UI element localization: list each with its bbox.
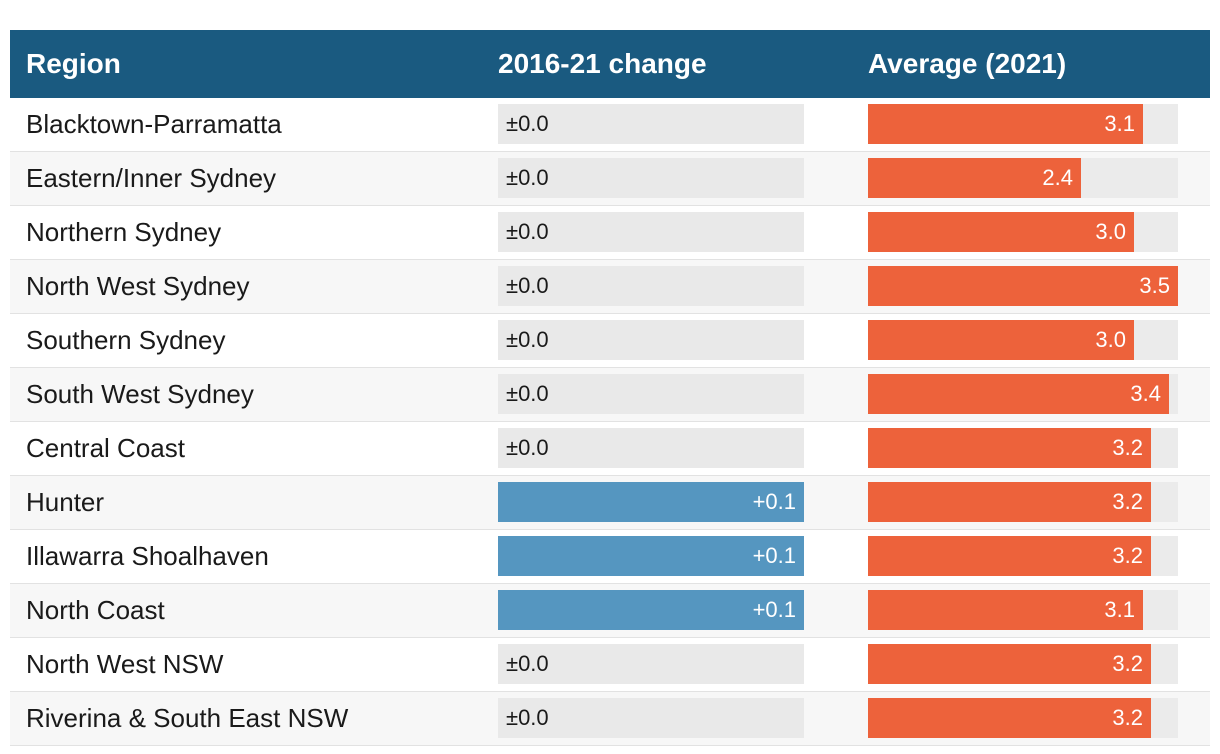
- average-value-label: 3.0: [1095, 219, 1126, 244]
- average-bar: 3.4: [868, 374, 1169, 414]
- change-value-label: ±0.0: [506, 651, 549, 676]
- region-label: Eastern/Inner Sydney: [26, 163, 277, 193]
- region-label: Northern Sydney: [26, 217, 222, 247]
- average-value-label: 3.0: [1095, 327, 1126, 352]
- average-bar-track: 3.2: [868, 698, 1178, 738]
- change-bar-track: ±0.0: [498, 428, 804, 468]
- average-bar: 3.2: [868, 482, 1151, 522]
- change-value-label: ±0.0: [506, 273, 549, 298]
- average-bar-track: 3.2: [868, 644, 1178, 684]
- average-bar: 3.5: [868, 266, 1178, 306]
- average-bar: 2.4: [868, 158, 1081, 198]
- average-bar-track: 3.2: [868, 536, 1178, 576]
- average-value-label: 3.2: [1112, 489, 1143, 514]
- table-row: Northern Sydney ±0.0 3.0: [10, 206, 1210, 260]
- change-value-label: ±0.0: [506, 111, 549, 136]
- change-bar-track: ±0.0: [498, 158, 804, 198]
- average-value-label: 3.2: [1112, 543, 1143, 568]
- region-label: Hunter: [26, 487, 105, 517]
- average-bar-track: 3.2: [868, 428, 1178, 468]
- table-row: Southern Sydney ±0.0 3.0: [10, 314, 1210, 368]
- change-value-label: ±0.0: [506, 327, 549, 352]
- region-label: Blacktown-Parramatta: [26, 109, 282, 139]
- change-bar-track: ±0.0: [498, 320, 804, 360]
- average-bar: 3.1: [868, 590, 1143, 630]
- change-bar: [498, 536, 804, 576]
- change-value-label: ±0.0: [506, 435, 549, 460]
- average-bar: 3.0: [868, 212, 1134, 252]
- change-value-label: ±0.0: [506, 219, 549, 244]
- average-value-label: 3.1: [1104, 111, 1135, 136]
- change-bar-track: ±0.0: [498, 212, 804, 252]
- column-header-average: Average (2021): [868, 48, 1067, 79]
- average-bar-track: 3.0: [868, 212, 1178, 252]
- region-label: North West Sydney: [26, 271, 250, 301]
- average-value-label: 3.4: [1130, 381, 1161, 406]
- table-header: Region 2016-21 change Average (2021): [10, 30, 1210, 98]
- change-value-label: +0.1: [752, 543, 796, 568]
- table-row: Central Coast ±0.0 3.2: [10, 422, 1210, 476]
- average-bar: 3.2: [868, 644, 1151, 684]
- region-label: North West NSW: [26, 649, 224, 679]
- table-row: Illawarra Shoalhaven +0.1 3.2: [10, 530, 1210, 584]
- change-value-label: ±0.0: [506, 165, 549, 190]
- average-bar-track: 3.2: [868, 482, 1178, 522]
- table-row: Hunter +0.1 3.2: [10, 476, 1210, 530]
- change-bar-track: +0.1: [498, 590, 804, 630]
- region-label: Central Coast: [26, 433, 185, 463]
- change-value-label: ±0.0: [506, 705, 549, 730]
- table-row: North West Sydney ±0.0 3.5: [10, 260, 1210, 314]
- average-bar-track: 2.4: [868, 158, 1178, 198]
- table-row: North West NSW ±0.0 3.2: [10, 638, 1210, 692]
- change-bar-track: ±0.0: [498, 644, 804, 684]
- table-row: South West Sydney ±0.0 3.4: [10, 368, 1210, 422]
- average-bar: 3.2: [868, 536, 1151, 576]
- average-value-label: 2.4: [1042, 165, 1073, 190]
- table-row: Riverina & South East NSW ±0.0 3.2: [10, 692, 1210, 746]
- region-label: Southern Sydney: [26, 325, 226, 355]
- change-bar-track: +0.1: [498, 536, 804, 576]
- change-bar-track: ±0.0: [498, 374, 804, 414]
- average-bar-track: 3.4: [868, 374, 1178, 414]
- region-label: North Coast: [26, 595, 165, 625]
- change-bar: [498, 482, 804, 522]
- average-bar: 3.0: [868, 320, 1134, 360]
- column-header-change: 2016-21 change: [498, 48, 707, 79]
- region-label: Illawarra Shoalhaven: [26, 541, 269, 571]
- change-value-label: +0.1: [752, 597, 796, 622]
- table-body: Blacktown-Parramatta ±0.0 3.1 Eastern/Inner…: [10, 98, 1210, 746]
- change-bar-track: +0.1: [498, 482, 804, 522]
- change-value-label: ±0.0: [506, 381, 549, 406]
- table-row: North Coast +0.1 3.1: [10, 584, 1210, 638]
- change-bar-track: ±0.0: [498, 698, 804, 738]
- average-value-label: 3.1: [1104, 597, 1135, 622]
- column-header-region: Region: [26, 48, 121, 79]
- average-bar: 3.2: [868, 698, 1151, 738]
- change-value-label: +0.1: [752, 489, 796, 514]
- average-bar-track: 3.0: [868, 320, 1178, 360]
- change-bar-track: ±0.0: [498, 266, 804, 306]
- region-label: South West Sydney: [26, 379, 254, 409]
- average-value-label: 3.2: [1112, 705, 1143, 730]
- data-table: Region 2016-21 change Average (2021) Bla…: [10, 30, 1210, 746]
- average-value-label: 3.5: [1139, 273, 1170, 298]
- region-label: Riverina & South East NSW: [26, 703, 349, 733]
- average-bar: 3.2: [868, 428, 1151, 468]
- average-bar-track: 3.1: [868, 590, 1178, 630]
- average-bar: 3.1: [868, 104, 1143, 144]
- average-value-label: 3.2: [1112, 651, 1143, 676]
- average-value-label: 3.2: [1112, 435, 1143, 460]
- table-row: Blacktown-Parramatta ±0.0 3.1: [10, 98, 1210, 152]
- change-bar-track: ±0.0: [498, 104, 804, 144]
- change-bar: [498, 590, 804, 630]
- average-bar-track: 3.1: [868, 104, 1178, 144]
- average-bar-track: 3.5: [868, 266, 1178, 306]
- table-row: Eastern/Inner Sydney ±0.0 2.4: [10, 152, 1210, 206]
